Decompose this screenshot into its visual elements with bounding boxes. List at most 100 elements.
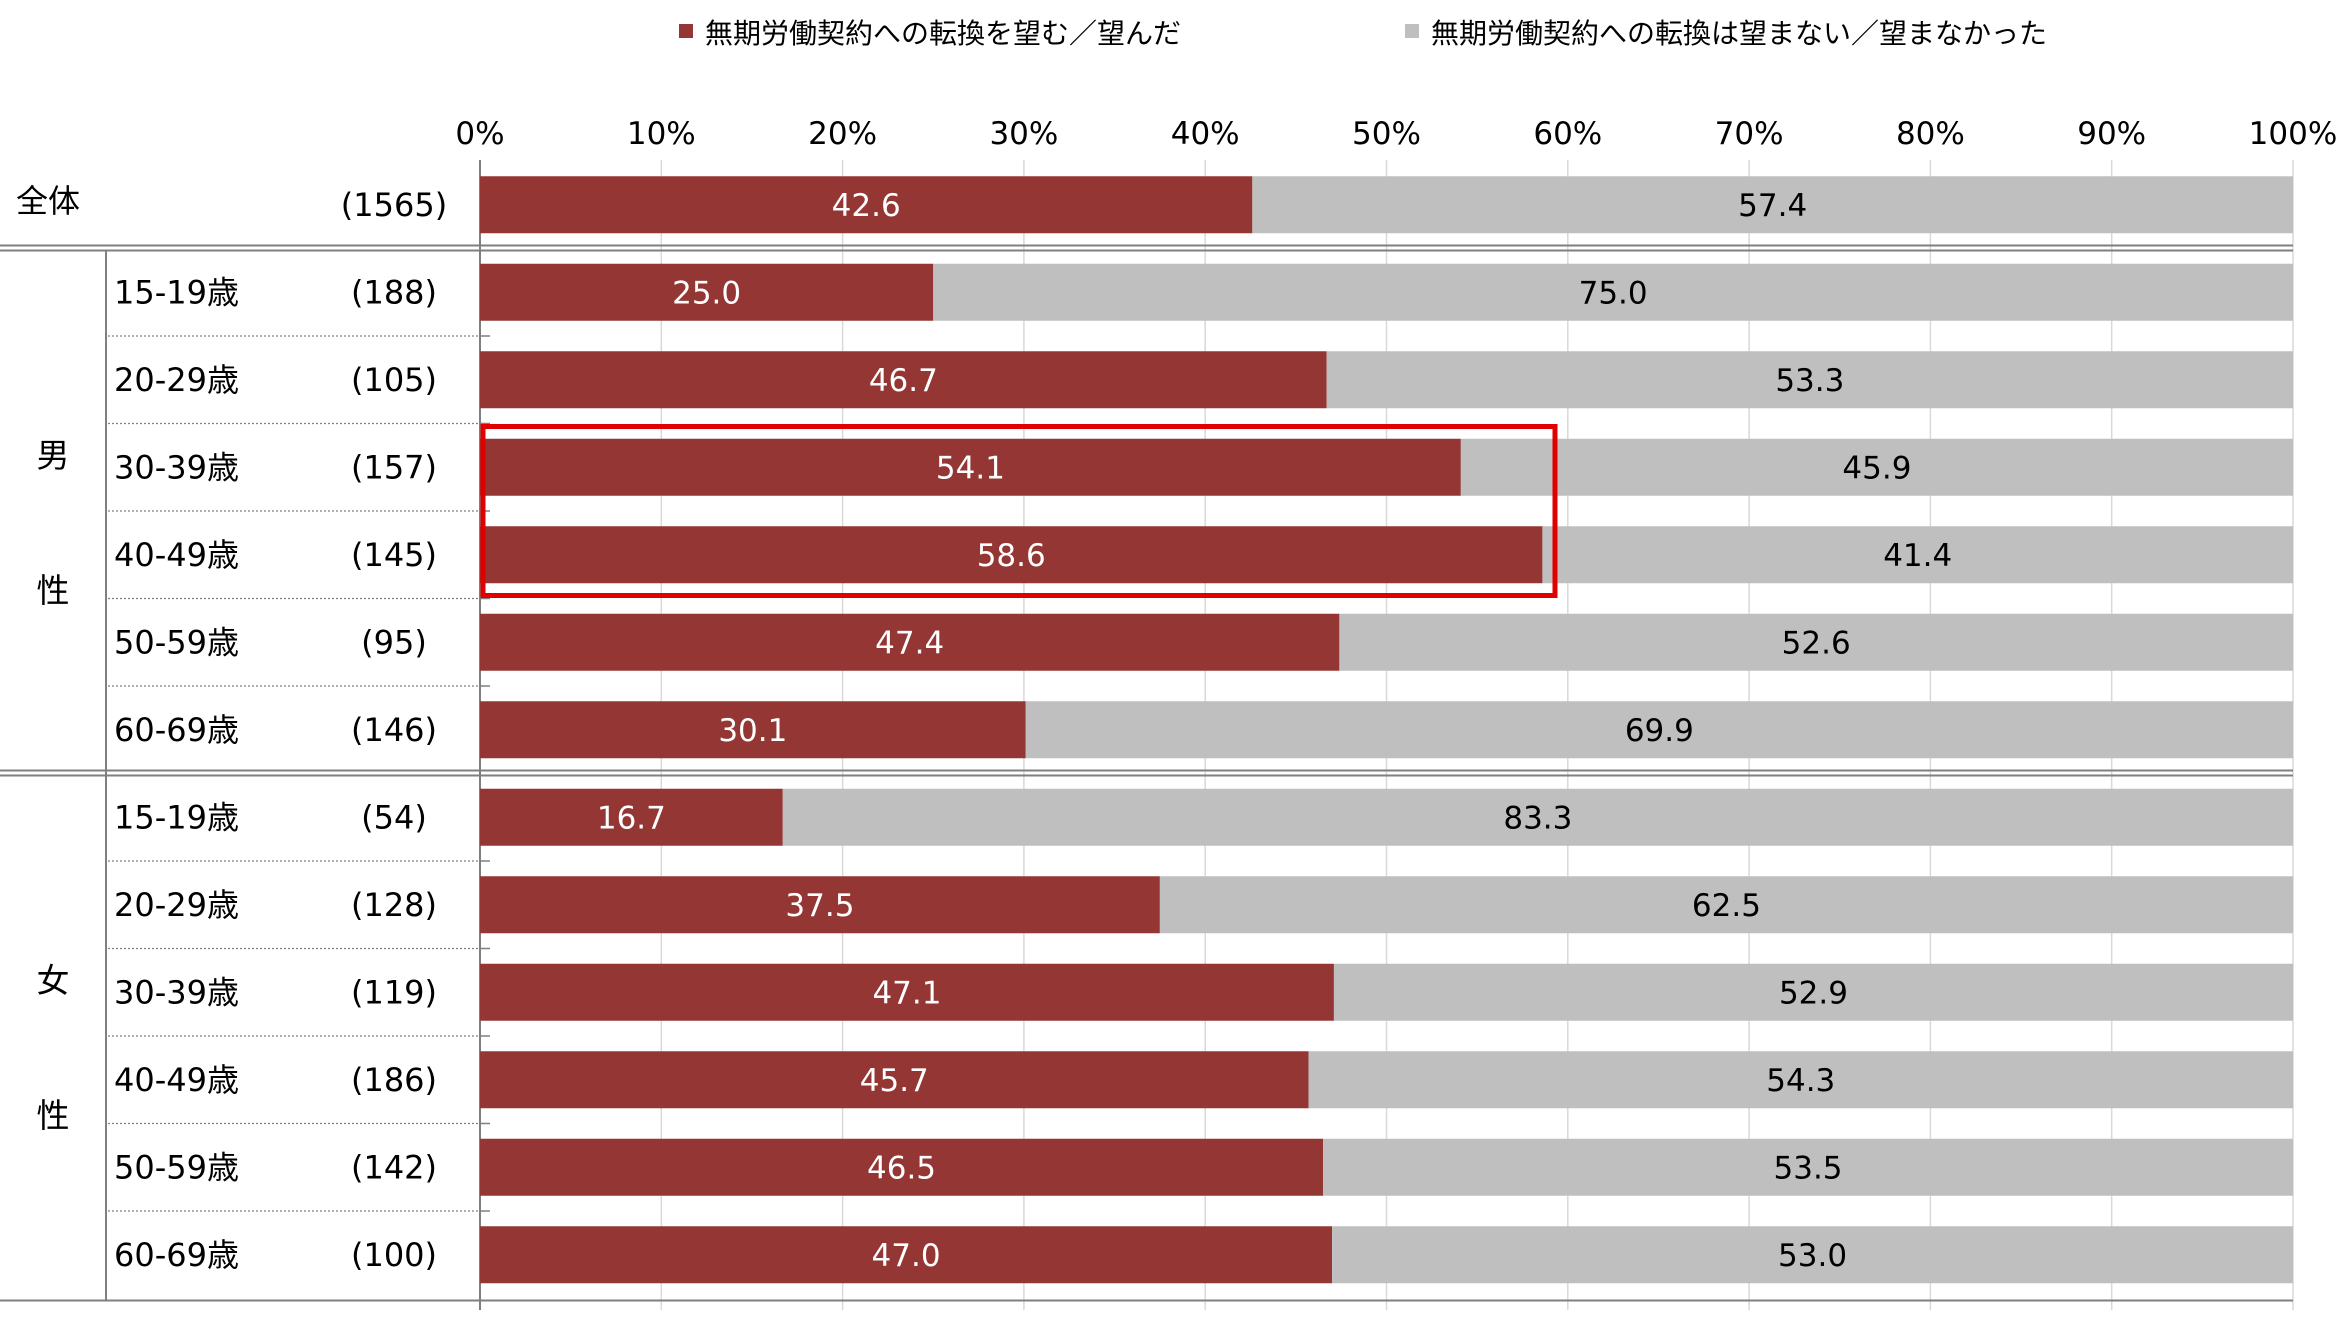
row-label-n: (128) <box>351 886 437 924</box>
bar-segment-1 <box>480 438 1461 496</box>
row-label-age: 30-39歳 <box>114 448 239 486</box>
x-tick-label: 90% <box>2077 116 2146 152</box>
group-label-male-char-2: 性 <box>37 571 70 610</box>
data-label-2: 53.0 <box>1778 1238 1847 1274</box>
legend-label-2: 無期労働契約への転換は望まない／望まなかった <box>1431 17 2047 50</box>
data-label-2: 69.9 <box>1625 713 1694 749</box>
x-tick-label: 30% <box>989 116 1058 152</box>
row-label-n: (188) <box>351 273 437 311</box>
bar-segment-2 <box>1025 701 2293 759</box>
row-label-n: (157) <box>351 448 437 486</box>
data-label-2: 57.4 <box>1738 188 1807 224</box>
bars: 42.6 57.4 25.0 75.0 46.7 53.3 54.1 45.9 58.6 41.4… <box>480 176 2293 1284</box>
row-label-n: (1565) <box>341 186 447 224</box>
row-label-age: 40-49歳 <box>114 536 239 574</box>
data-label-2: 52.9 <box>1779 975 1848 1011</box>
bar-segment-2 <box>933 263 2293 321</box>
bar-segment-1 <box>480 1226 1333 1284</box>
bar-segment-1 <box>480 526 1543 584</box>
legend: 無期労働契約への転換を望む／望んだ 無期労働契約への転換は望まない／望まなかった <box>679 17 2047 50</box>
bar-segment-2 <box>1332 1226 2293 1284</box>
row-label-age: 60-69歳 <box>114 711 239 749</box>
data-label-1: 46.5 <box>867 1150 936 1186</box>
row-label-age: 20-29歳 <box>114 361 239 399</box>
row-label-n: (146) <box>351 711 437 749</box>
bar-segment-1 <box>480 351 1327 409</box>
data-label-2: 53.3 <box>1775 363 1844 399</box>
row-label-n: (119) <box>351 973 437 1011</box>
x-tick-label: 10% <box>627 116 696 152</box>
bar-segment-1 <box>480 1051 1309 1109</box>
row-labels: 全体 (1565) 15-19歳 (188) 20-29歳 (105) 30-39歳 (157… <box>0 182 2293 1302</box>
group-label-male-char-1: 男 <box>37 436 70 475</box>
data-label-1: 46.7 <box>869 363 938 399</box>
row-label-n: (95) <box>361 623 427 661</box>
data-label-1: 47.4 <box>875 625 944 661</box>
data-label-2: 83.3 <box>1503 800 1572 836</box>
bar-segment-2 <box>1159 876 2293 934</box>
bar-segment-2 <box>1308 1051 2293 1109</box>
legend-label-1: 無期労働契約への転換を望む／望んだ <box>705 17 1181 50</box>
bar-segment-1 <box>480 263 934 321</box>
x-tick-label: 40% <box>1171 116 1240 152</box>
data-label-2: 52.6 <box>1782 625 1851 661</box>
group-label-female-char-1: 女 <box>37 961 70 1000</box>
legend-swatch-1 <box>679 24 693 38</box>
data-label-2: 62.5 <box>1692 888 1761 924</box>
bar-segment-2 <box>782 788 2293 846</box>
data-label-1: 47.0 <box>872 1238 941 1274</box>
bar-segment-1 <box>480 176 1253 234</box>
bar-segment-1 <box>480 1138 1324 1196</box>
bar-segment-2 <box>1460 438 2293 496</box>
x-tick-label: 70% <box>1715 116 1784 152</box>
x-tick-label: 20% <box>808 116 877 152</box>
x-tick-label: 0% <box>455 116 504 152</box>
data-label-1: 16.7 <box>597 800 666 836</box>
bar-segment-2 <box>1323 1138 2293 1196</box>
data-label-2: 53.5 <box>1774 1150 1843 1186</box>
bar-segment-1 <box>480 613 1340 671</box>
row-label-n: (54) <box>361 798 427 836</box>
row-label-age: 15-19歳 <box>114 798 239 836</box>
bar-segment-1 <box>480 876 1160 934</box>
row-label-n: (105) <box>351 361 437 399</box>
row-label-age: 60-69歳 <box>114 1236 239 1274</box>
x-tick-label: 60% <box>1533 116 1602 152</box>
bar-segment-2 <box>1333 963 2293 1021</box>
bar-segment-1 <box>480 701 1026 759</box>
bar-segment-2 <box>1252 176 2293 234</box>
data-label-1: 45.7 <box>860 1063 929 1099</box>
row-label-total: 全体 <box>16 182 80 220</box>
data-label-1: 30.1 <box>718 713 787 749</box>
row-label-age: 50-59歳 <box>114 1148 239 1186</box>
data-label-2: 45.9 <box>1842 450 1911 486</box>
data-label-1: 47.1 <box>872 975 941 1011</box>
bar-segment-2 <box>1326 351 2293 409</box>
legend-swatch-2 <box>1405 24 1419 38</box>
data-label-1: 58.6 <box>977 538 1046 574</box>
row-label-age: 30-39歳 <box>114 973 239 1011</box>
bar-segment-2 <box>1339 613 2293 671</box>
data-label-1: 25.0 <box>672 275 741 311</box>
row-label-n: (145) <box>351 536 437 574</box>
bar-segment-2 <box>1542 526 2293 584</box>
data-label-2: 41.4 <box>1883 538 1952 574</box>
group-label-female-char-2: 性 <box>37 1096 70 1135</box>
data-label-2: 54.3 <box>1766 1063 1835 1099</box>
x-tick-label: 100% <box>2249 116 2338 152</box>
highlight-layer <box>480 424 1558 598</box>
row-label-n: (186) <box>351 1061 437 1099</box>
bar-segment-1 <box>480 963 1334 1021</box>
data-label-2: 75.0 <box>1579 275 1648 311</box>
data-label-1: 54.1 <box>936 450 1005 486</box>
row-label-age: 40-49歳 <box>114 1061 239 1099</box>
row-label-n: (100) <box>351 1236 437 1274</box>
bar-segment-1 <box>480 788 783 846</box>
row-label-age: 50-59歳 <box>114 623 239 661</box>
data-label-1: 37.5 <box>785 888 854 924</box>
data-label-1: 42.6 <box>832 188 901 224</box>
highlight-box <box>480 424 1558 598</box>
row-label-n: (142) <box>351 1148 437 1186</box>
x-tick-label: 80% <box>1896 116 1965 152</box>
